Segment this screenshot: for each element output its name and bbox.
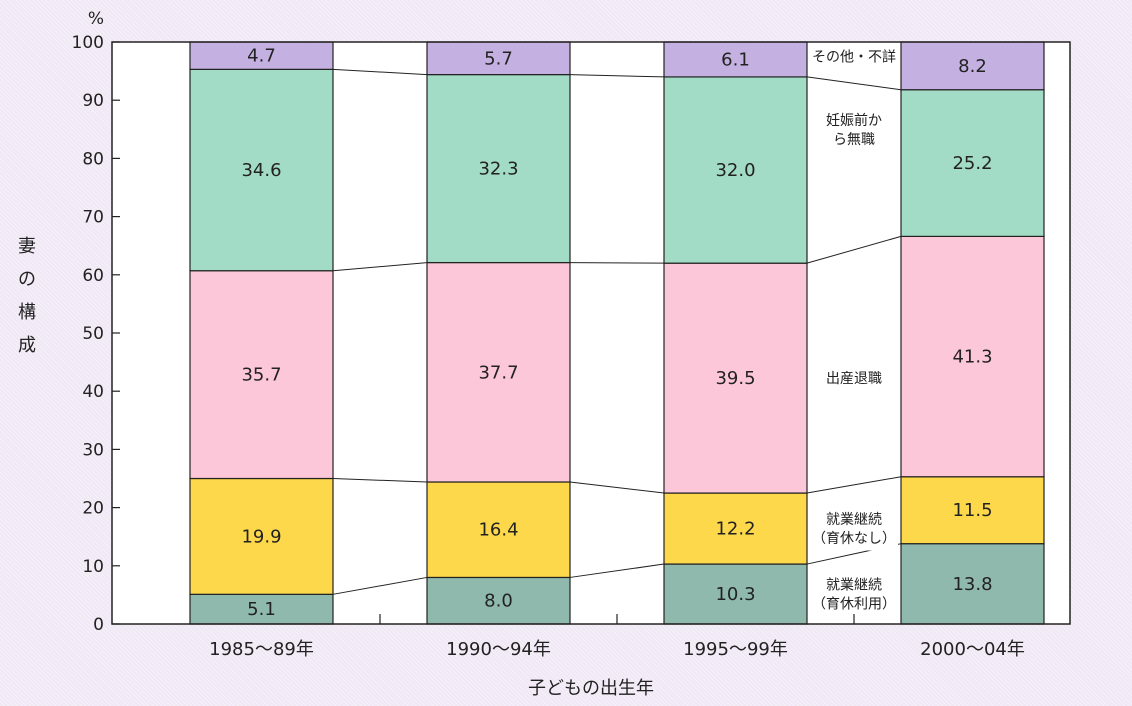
y-unit-label: % xyxy=(88,9,104,29)
bar-segment xyxy=(900,543,1045,625)
bar-segment xyxy=(663,262,808,494)
y-tick-label: 50 xyxy=(82,324,104,344)
x-tick-label: 1985〜89年 xyxy=(209,639,314,660)
bar-segment xyxy=(900,476,1045,545)
bar-segment xyxy=(663,563,808,625)
connector-line xyxy=(806,476,902,494)
bar-value-label: 25.2 xyxy=(952,153,992,174)
bar-segment xyxy=(426,261,571,483)
bar-segment xyxy=(189,68,334,272)
bar-value-label: 32.3 xyxy=(478,159,518,180)
series-label-box xyxy=(810,365,898,391)
series-label: 妊娠前か xyxy=(826,112,882,129)
bar-value-label: 32.0 xyxy=(715,160,755,181)
bar-value-label: 35.7 xyxy=(241,365,281,386)
series-label: その他・不詳 xyxy=(812,50,896,66)
connector-line xyxy=(332,68,428,76)
bar-segment xyxy=(426,481,571,579)
series-label-box xyxy=(810,107,898,152)
y-tick-label: 20 xyxy=(82,499,104,519)
series-label-box xyxy=(810,572,898,617)
y-axis-title: 妻の構成 xyxy=(18,236,36,356)
bar-value-label: 19.9 xyxy=(241,526,281,547)
bar-segment xyxy=(900,41,1045,91)
connector-line xyxy=(569,74,665,78)
bar-segment xyxy=(189,477,334,595)
bar-value-label: 6.1 xyxy=(721,49,750,70)
connector-line xyxy=(332,478,428,483)
series-label-box xyxy=(810,44,898,70)
bar-segment xyxy=(189,41,334,70)
connector-line xyxy=(332,262,428,272)
connector-line xyxy=(569,563,665,578)
bar-segment xyxy=(189,270,334,480)
bar-segment xyxy=(426,73,571,264)
bar-value-label: 34.6 xyxy=(241,160,281,181)
bar-segment xyxy=(900,89,1045,237)
bar-value-label: 37.7 xyxy=(478,362,518,383)
bar-value-label: 5.1 xyxy=(247,599,276,620)
series-label: （育休なし） xyxy=(812,531,896,547)
y-tick-label: 30 xyxy=(82,440,104,460)
bar-value-label: 16.4 xyxy=(478,520,518,541)
bar-value-label: 8.2 xyxy=(958,56,987,77)
y-tick-label: 70 xyxy=(82,208,104,228)
bar-value-label: 10.3 xyxy=(715,584,755,605)
y-tick-label: 90 xyxy=(82,91,104,111)
connector-line xyxy=(569,481,665,494)
series-label: ら無職 xyxy=(833,132,875,148)
x-tick-label: 2000〜04年 xyxy=(920,639,1025,660)
bar-value-label: 12.2 xyxy=(715,519,755,540)
bar-value-label: 5.7 xyxy=(484,48,513,69)
bar-segment xyxy=(663,76,808,264)
series-label: （育休利用） xyxy=(812,597,896,613)
y-tick-label: 0 xyxy=(93,615,104,635)
x-tick-label: 1995〜99年 xyxy=(683,639,788,660)
series-label: 出産退職 xyxy=(826,371,882,387)
bar-segment xyxy=(663,41,808,78)
y-tick-label: 10 xyxy=(82,557,104,577)
bar-segment xyxy=(900,235,1045,478)
y-tick-label: 60 xyxy=(82,266,104,286)
y-tick-label: 80 xyxy=(82,149,104,169)
bar-value-label: 11.5 xyxy=(952,500,992,521)
series-label-box xyxy=(810,506,898,551)
bar-value-label: 8.0 xyxy=(484,591,513,612)
x-tick-label: 1990〜94年 xyxy=(446,639,551,660)
x-axis-title: 子どもの出生年 xyxy=(528,678,654,699)
y-tick-label: 40 xyxy=(82,382,104,402)
connector-line xyxy=(332,576,428,595)
bar-segment xyxy=(426,41,571,76)
series-label: 就業継続 xyxy=(826,577,882,594)
y-tick-label: 100 xyxy=(72,33,104,53)
bar-value-label: 41.3 xyxy=(952,347,992,368)
bar-segment xyxy=(663,492,808,565)
connector-line xyxy=(806,235,902,264)
bar-segment xyxy=(426,576,571,625)
bar-value-label: 39.5 xyxy=(715,368,755,389)
series-label: 就業継続 xyxy=(826,511,882,528)
bar-value-label: 13.8 xyxy=(952,574,992,595)
connector-line xyxy=(569,262,665,264)
connector-line xyxy=(806,76,902,91)
bar-value-label: 4.7 xyxy=(247,46,276,67)
